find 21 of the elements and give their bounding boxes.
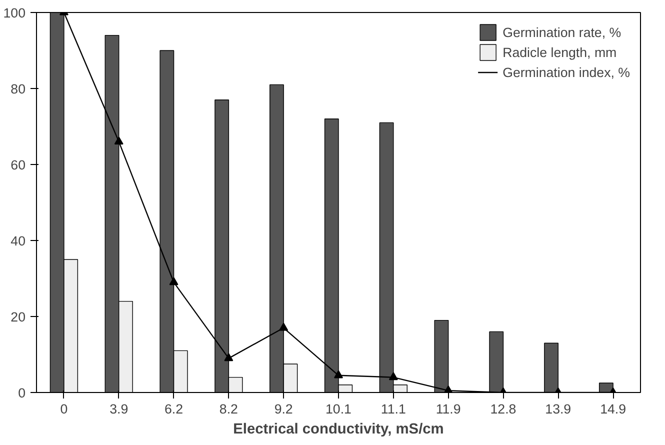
legend-label: Radicle length, mm bbox=[502, 44, 617, 60]
x-tick-label: 9.2 bbox=[274, 402, 293, 416]
x-tick-label: 13.9 bbox=[545, 402, 572, 416]
x-tick-label: 10.1 bbox=[326, 402, 352, 416]
x-tick-label: 3.9 bbox=[110, 402, 128, 416]
legend-label: Germination index, % bbox=[502, 64, 630, 80]
x-tick-label: 11.1 bbox=[380, 402, 406, 416]
x-axis-title: Electrical conductivity, mS/cm bbox=[233, 422, 444, 438]
y-tick-label: 0 bbox=[18, 386, 26, 400]
y-tick-label: 100 bbox=[3, 6, 26, 20]
x-tick-label: 12.8 bbox=[490, 402, 516, 416]
y-tick-label: 60 bbox=[10, 158, 26, 172]
y-tick-label: 20 bbox=[10, 310, 26, 324]
y-tick-label: 80 bbox=[10, 82, 26, 96]
x-tick-label: 8.2 bbox=[219, 402, 238, 416]
legend-label: Germination rate, % bbox=[502, 24, 622, 40]
x-tick-label: 14.9 bbox=[600, 402, 626, 416]
x-tick-label: 6.2 bbox=[164, 402, 184, 416]
x-tick-label: 0 bbox=[60, 402, 68, 416]
y-tick-label: 40 bbox=[10, 234, 26, 248]
x-tick-label: 11.9 bbox=[436, 402, 461, 416]
